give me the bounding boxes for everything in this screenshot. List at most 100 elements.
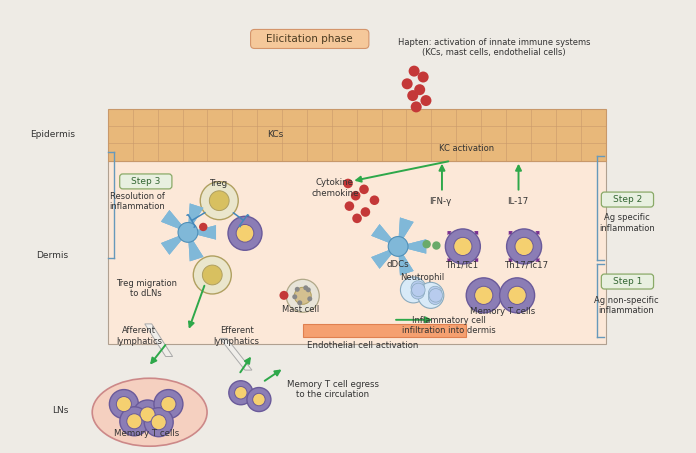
Text: Th17/Tc17: Th17/Tc17	[505, 260, 549, 270]
Circle shape	[294, 287, 311, 304]
Circle shape	[307, 296, 313, 301]
FancyBboxPatch shape	[120, 174, 172, 189]
Circle shape	[515, 237, 533, 255]
Text: Dermis: Dermis	[36, 251, 68, 260]
Polygon shape	[371, 246, 398, 269]
Polygon shape	[161, 232, 188, 255]
Text: Treg: Treg	[210, 179, 228, 188]
Polygon shape	[161, 210, 188, 232]
Polygon shape	[398, 217, 413, 246]
Text: Endothelial cell activation: Endothelial cell activation	[307, 341, 418, 350]
Polygon shape	[188, 232, 203, 261]
Polygon shape	[398, 239, 426, 254]
FancyArrow shape	[470, 254, 478, 262]
Polygon shape	[371, 224, 398, 246]
Text: Step 3: Step 3	[131, 177, 161, 186]
Circle shape	[429, 286, 442, 300]
Text: Elicitation phase: Elicitation phase	[267, 34, 353, 44]
FancyBboxPatch shape	[601, 192, 654, 207]
Circle shape	[400, 277, 427, 303]
Bar	[108, 109, 606, 161]
FancyArrow shape	[509, 231, 516, 239]
Circle shape	[235, 386, 247, 399]
Circle shape	[361, 207, 370, 217]
Text: IFN-γ: IFN-γ	[429, 197, 451, 206]
Polygon shape	[161, 210, 188, 232]
Polygon shape	[398, 246, 413, 275]
Circle shape	[351, 191, 361, 201]
Text: Hapten: activation of innate immune systems
(KCs, mast cells, endothelial cells): Hapten: activation of innate immune syst…	[398, 38, 590, 57]
Text: Treg migration
to dLNs: Treg migration to dLNs	[116, 279, 177, 298]
Polygon shape	[398, 246, 413, 275]
Circle shape	[247, 388, 271, 411]
Circle shape	[359, 184, 369, 194]
FancyArrow shape	[509, 254, 516, 262]
Text: Cytokine
chemokine: Cytokine chemokine	[311, 178, 358, 198]
Text: KCs: KCs	[267, 130, 283, 139]
Text: Epidermis: Epidermis	[30, 130, 75, 139]
Bar	[303, 324, 466, 337]
Text: Memory T cells: Memory T cells	[470, 307, 535, 316]
Circle shape	[411, 281, 425, 294]
FancyArrow shape	[448, 231, 455, 239]
Circle shape	[429, 291, 442, 304]
Circle shape	[297, 300, 302, 305]
Polygon shape	[188, 225, 216, 240]
FancyArrow shape	[532, 231, 539, 239]
Text: Afferent
lymphatics: Afferent lymphatics	[116, 327, 162, 346]
Text: KC activation: KC activation	[438, 144, 494, 153]
Polygon shape	[220, 338, 252, 370]
Circle shape	[203, 265, 222, 285]
Polygon shape	[371, 246, 398, 269]
Circle shape	[286, 280, 319, 312]
Circle shape	[352, 213, 362, 223]
Circle shape	[295, 287, 300, 292]
Polygon shape	[188, 203, 203, 232]
Circle shape	[508, 286, 526, 304]
Circle shape	[144, 408, 173, 437]
Text: Ag specific
inflammation: Ag specific inflammation	[599, 213, 655, 232]
Polygon shape	[161, 232, 188, 255]
Polygon shape	[145, 324, 173, 357]
Circle shape	[253, 393, 265, 406]
Circle shape	[429, 289, 443, 302]
Circle shape	[418, 72, 429, 82]
Text: Neutrophil: Neutrophil	[400, 273, 445, 282]
Circle shape	[199, 223, 207, 231]
Polygon shape	[188, 232, 203, 261]
Circle shape	[370, 195, 379, 205]
Circle shape	[414, 84, 425, 95]
Polygon shape	[398, 217, 413, 246]
FancyBboxPatch shape	[601, 274, 654, 289]
Text: Efferent
lymphatics: Efferent lymphatics	[214, 327, 260, 346]
Text: Memory T cells: Memory T cells	[113, 429, 179, 438]
Polygon shape	[398, 239, 426, 254]
Polygon shape	[371, 224, 398, 246]
Circle shape	[116, 396, 132, 412]
Polygon shape	[188, 203, 203, 232]
Circle shape	[280, 291, 288, 300]
Circle shape	[466, 278, 501, 313]
Circle shape	[228, 216, 262, 251]
Circle shape	[411, 283, 425, 297]
Circle shape	[507, 229, 541, 264]
Polygon shape	[188, 225, 216, 240]
Circle shape	[500, 278, 535, 313]
Circle shape	[303, 285, 308, 290]
Text: dDCs: dDCs	[387, 260, 409, 269]
Circle shape	[411, 285, 425, 299]
Circle shape	[432, 241, 441, 250]
Circle shape	[407, 90, 418, 101]
Circle shape	[120, 407, 149, 436]
Polygon shape	[161, 232, 188, 255]
Polygon shape	[398, 217, 413, 246]
Circle shape	[140, 407, 155, 422]
FancyArrow shape	[532, 254, 539, 262]
Circle shape	[200, 182, 238, 220]
FancyBboxPatch shape	[251, 29, 369, 48]
Circle shape	[154, 390, 183, 419]
Circle shape	[402, 78, 413, 89]
Circle shape	[209, 191, 229, 211]
Text: Ag non-specific
inflammation: Ag non-specific inflammation	[594, 296, 658, 315]
Circle shape	[151, 414, 166, 430]
